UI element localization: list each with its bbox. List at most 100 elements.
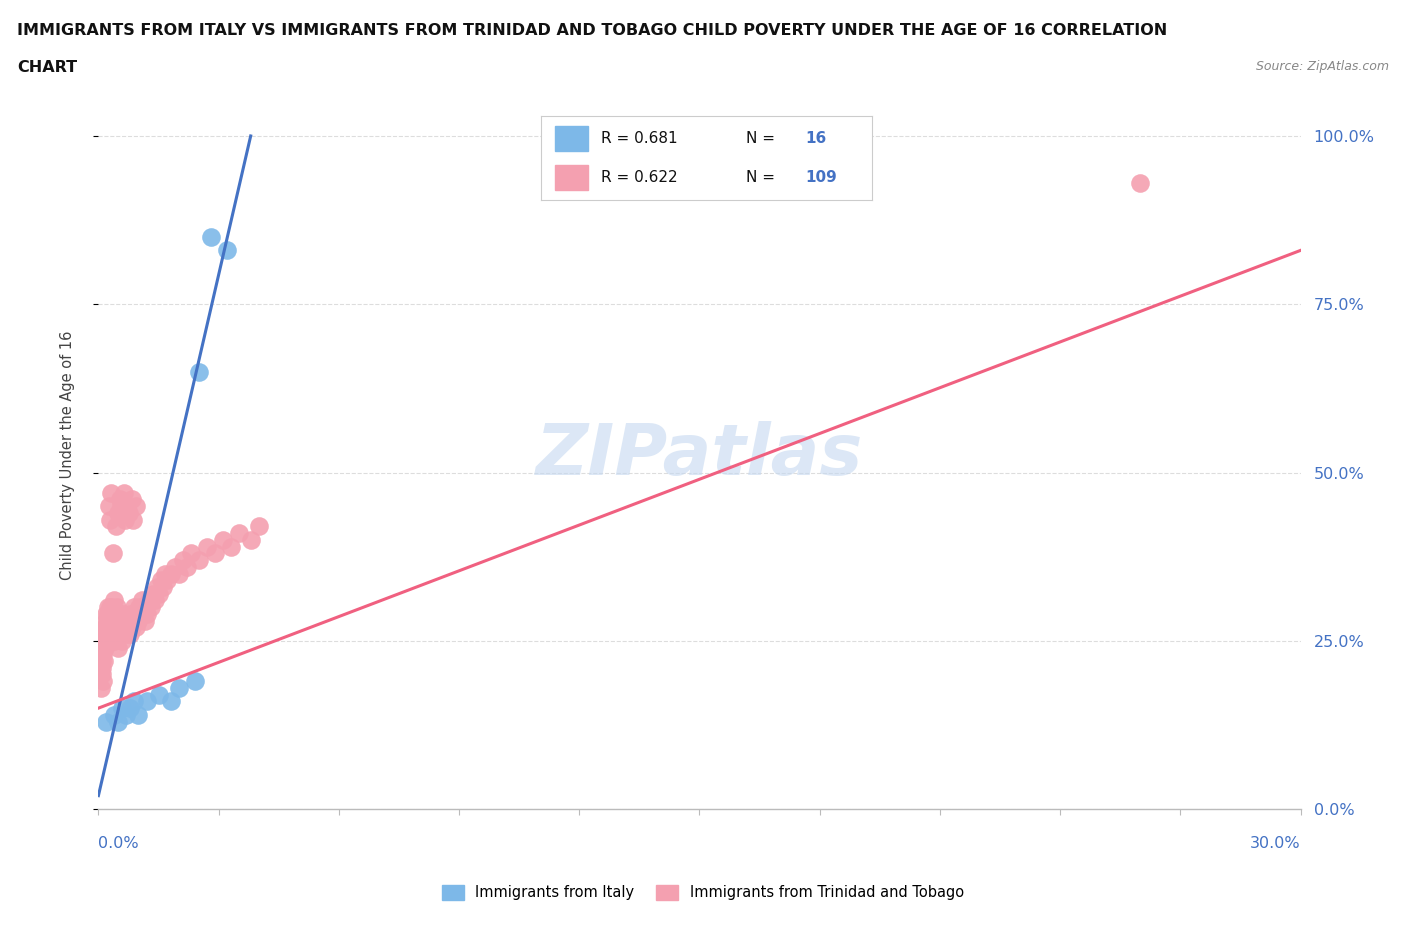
Point <box>122 600 145 615</box>
Point <box>117 498 139 513</box>
Point <box>200 230 222 245</box>
Point <box>108 613 131 628</box>
Point <box>139 600 162 615</box>
Point <box>104 620 127 635</box>
Point <box>128 600 150 615</box>
Point <box>117 613 139 628</box>
Point <box>97 613 120 628</box>
Point <box>129 606 152 621</box>
Point <box>100 613 122 628</box>
Text: 109: 109 <box>806 170 838 185</box>
Point <box>96 620 118 635</box>
Y-axis label: Child Poverty Under the Age of 16: Child Poverty Under the Age of 16 <box>60 331 75 580</box>
Text: R = 0.681: R = 0.681 <box>600 131 678 146</box>
Point <box>247 519 270 534</box>
Point <box>159 566 181 581</box>
Point <box>121 620 143 635</box>
Point <box>167 681 190 696</box>
Point <box>90 654 112 669</box>
Point <box>135 606 157 621</box>
Point <box>111 613 134 628</box>
Point <box>100 633 122 648</box>
Bar <box>554 165 588 190</box>
Point <box>98 512 121 527</box>
Point <box>91 667 114 682</box>
Point <box>163 559 186 574</box>
Point <box>148 586 170 601</box>
Point <box>180 546 202 561</box>
Legend: Immigrants from Italy, Immigrants from Trinidad and Tobago: Immigrants from Italy, Immigrants from T… <box>436 879 970 906</box>
Point <box>90 681 112 696</box>
Point <box>125 498 148 513</box>
Point <box>148 687 170 702</box>
Point <box>93 640 115 655</box>
Point <box>105 613 128 628</box>
Point <box>131 593 153 608</box>
Point <box>187 552 209 567</box>
Point <box>145 579 167 594</box>
Point <box>107 640 129 655</box>
Point <box>153 566 176 581</box>
Point <box>183 673 205 688</box>
Point <box>97 606 120 621</box>
Point <box>120 700 142 715</box>
Point <box>94 613 117 628</box>
Point <box>93 627 115 642</box>
Point <box>94 620 117 635</box>
Point <box>96 627 118 642</box>
Point <box>211 532 233 547</box>
Point <box>143 593 166 608</box>
Text: 16: 16 <box>806 131 827 146</box>
Point <box>98 613 121 628</box>
Point <box>97 600 120 615</box>
Point <box>204 546 226 561</box>
Point <box>93 633 115 648</box>
Point <box>112 485 135 500</box>
Text: N =: N = <box>747 131 775 146</box>
Point <box>115 708 138 723</box>
Point <box>96 714 118 729</box>
Point <box>219 539 242 554</box>
Point <box>115 627 138 642</box>
Text: CHART: CHART <box>17 60 77 75</box>
Point <box>101 600 124 615</box>
Point <box>111 633 134 648</box>
Point <box>141 586 163 601</box>
Point <box>103 633 125 648</box>
Point <box>94 640 117 655</box>
Point <box>155 573 177 588</box>
Point <box>94 627 117 642</box>
Point <box>114 613 136 628</box>
Point <box>215 243 238 258</box>
Point <box>105 600 128 615</box>
Point <box>110 606 132 621</box>
Point <box>120 613 142 628</box>
Point <box>103 708 125 723</box>
Point <box>122 512 145 527</box>
Point <box>195 539 218 554</box>
Point <box>118 506 141 521</box>
Point <box>100 485 122 500</box>
Point <box>108 492 131 507</box>
Text: ZIPatlas: ZIPatlas <box>536 421 863 490</box>
Point <box>108 620 131 635</box>
Point <box>101 606 124 621</box>
Text: R = 0.622: R = 0.622 <box>600 170 678 185</box>
Point <box>132 600 155 615</box>
Point <box>104 519 127 534</box>
Point <box>152 579 174 594</box>
Point <box>124 613 146 628</box>
Point <box>159 694 181 709</box>
Point <box>107 714 129 729</box>
Point <box>128 613 150 628</box>
Point <box>107 506 129 521</box>
Point <box>124 694 146 709</box>
Point <box>103 593 125 608</box>
Point <box>103 546 125 561</box>
Point <box>110 498 132 513</box>
Point <box>89 667 111 682</box>
Point <box>187 365 209 379</box>
Point <box>134 613 156 628</box>
Point <box>114 606 136 621</box>
Bar <box>554 126 588 152</box>
